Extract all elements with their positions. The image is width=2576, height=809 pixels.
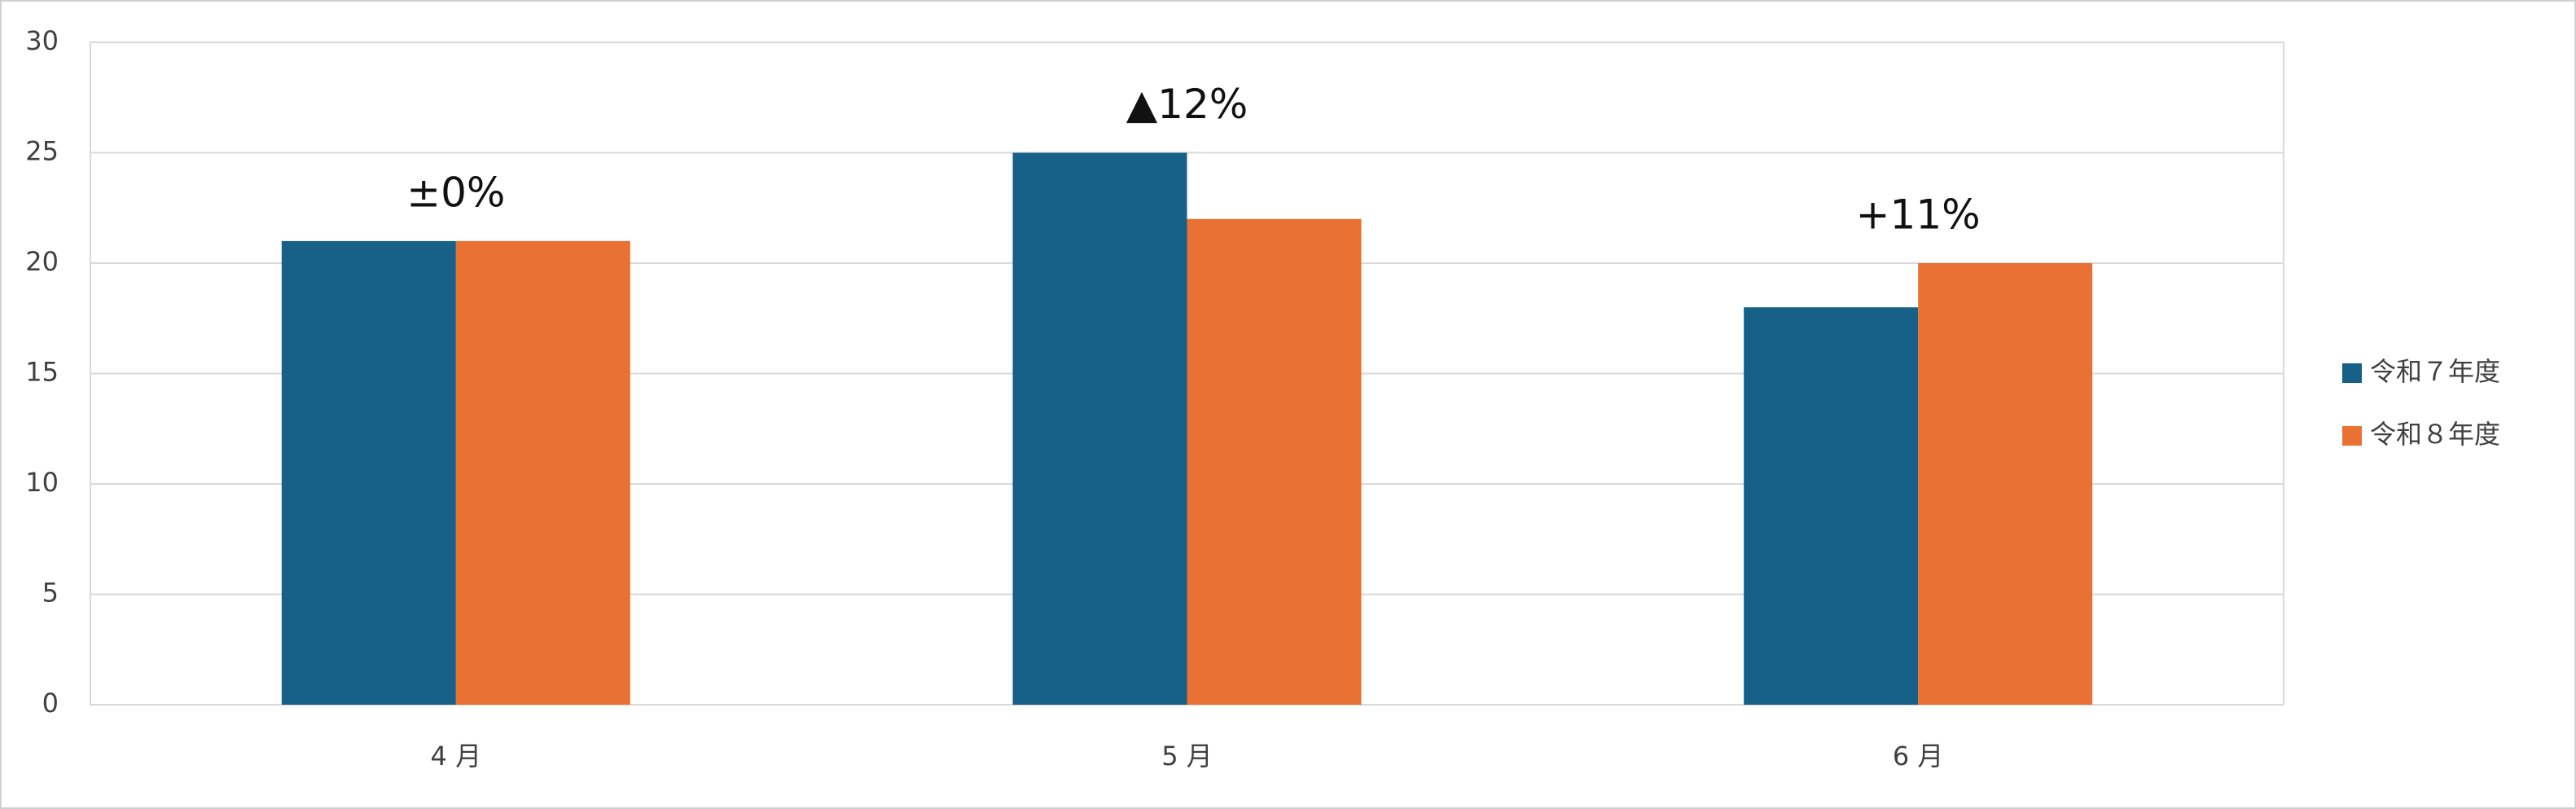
y-tick-label: 15 xyxy=(25,357,59,388)
y-tick-label: 30 xyxy=(25,25,59,56)
bar xyxy=(1918,263,2093,705)
bar xyxy=(1187,218,1362,705)
y-tick-label: 0 xyxy=(42,688,59,719)
annotation: ±0% xyxy=(406,169,505,216)
legend-swatch xyxy=(2342,363,2362,383)
x-tick-label: 5 月 xyxy=(1161,741,1213,772)
bar xyxy=(455,240,630,705)
legend-label: 令和８年度 xyxy=(2370,419,2500,450)
x-tick-label: 6 月 xyxy=(1893,741,1944,772)
bar xyxy=(1012,152,1187,705)
y-tick-label: 20 xyxy=(25,246,59,277)
bar xyxy=(281,240,456,705)
annotation: ▲12% xyxy=(1126,81,1249,128)
y-tick-label: 10 xyxy=(25,467,59,498)
y-tick-label: 5 xyxy=(42,578,59,609)
y-tick-label: 25 xyxy=(25,136,59,167)
legend-label: 令和７年度 xyxy=(2370,356,2500,387)
x-tick-label: 4 月 xyxy=(431,741,482,772)
legend-swatch xyxy=(2342,426,2362,446)
annotation: +11% xyxy=(1856,191,1981,239)
bar xyxy=(1744,307,1919,705)
